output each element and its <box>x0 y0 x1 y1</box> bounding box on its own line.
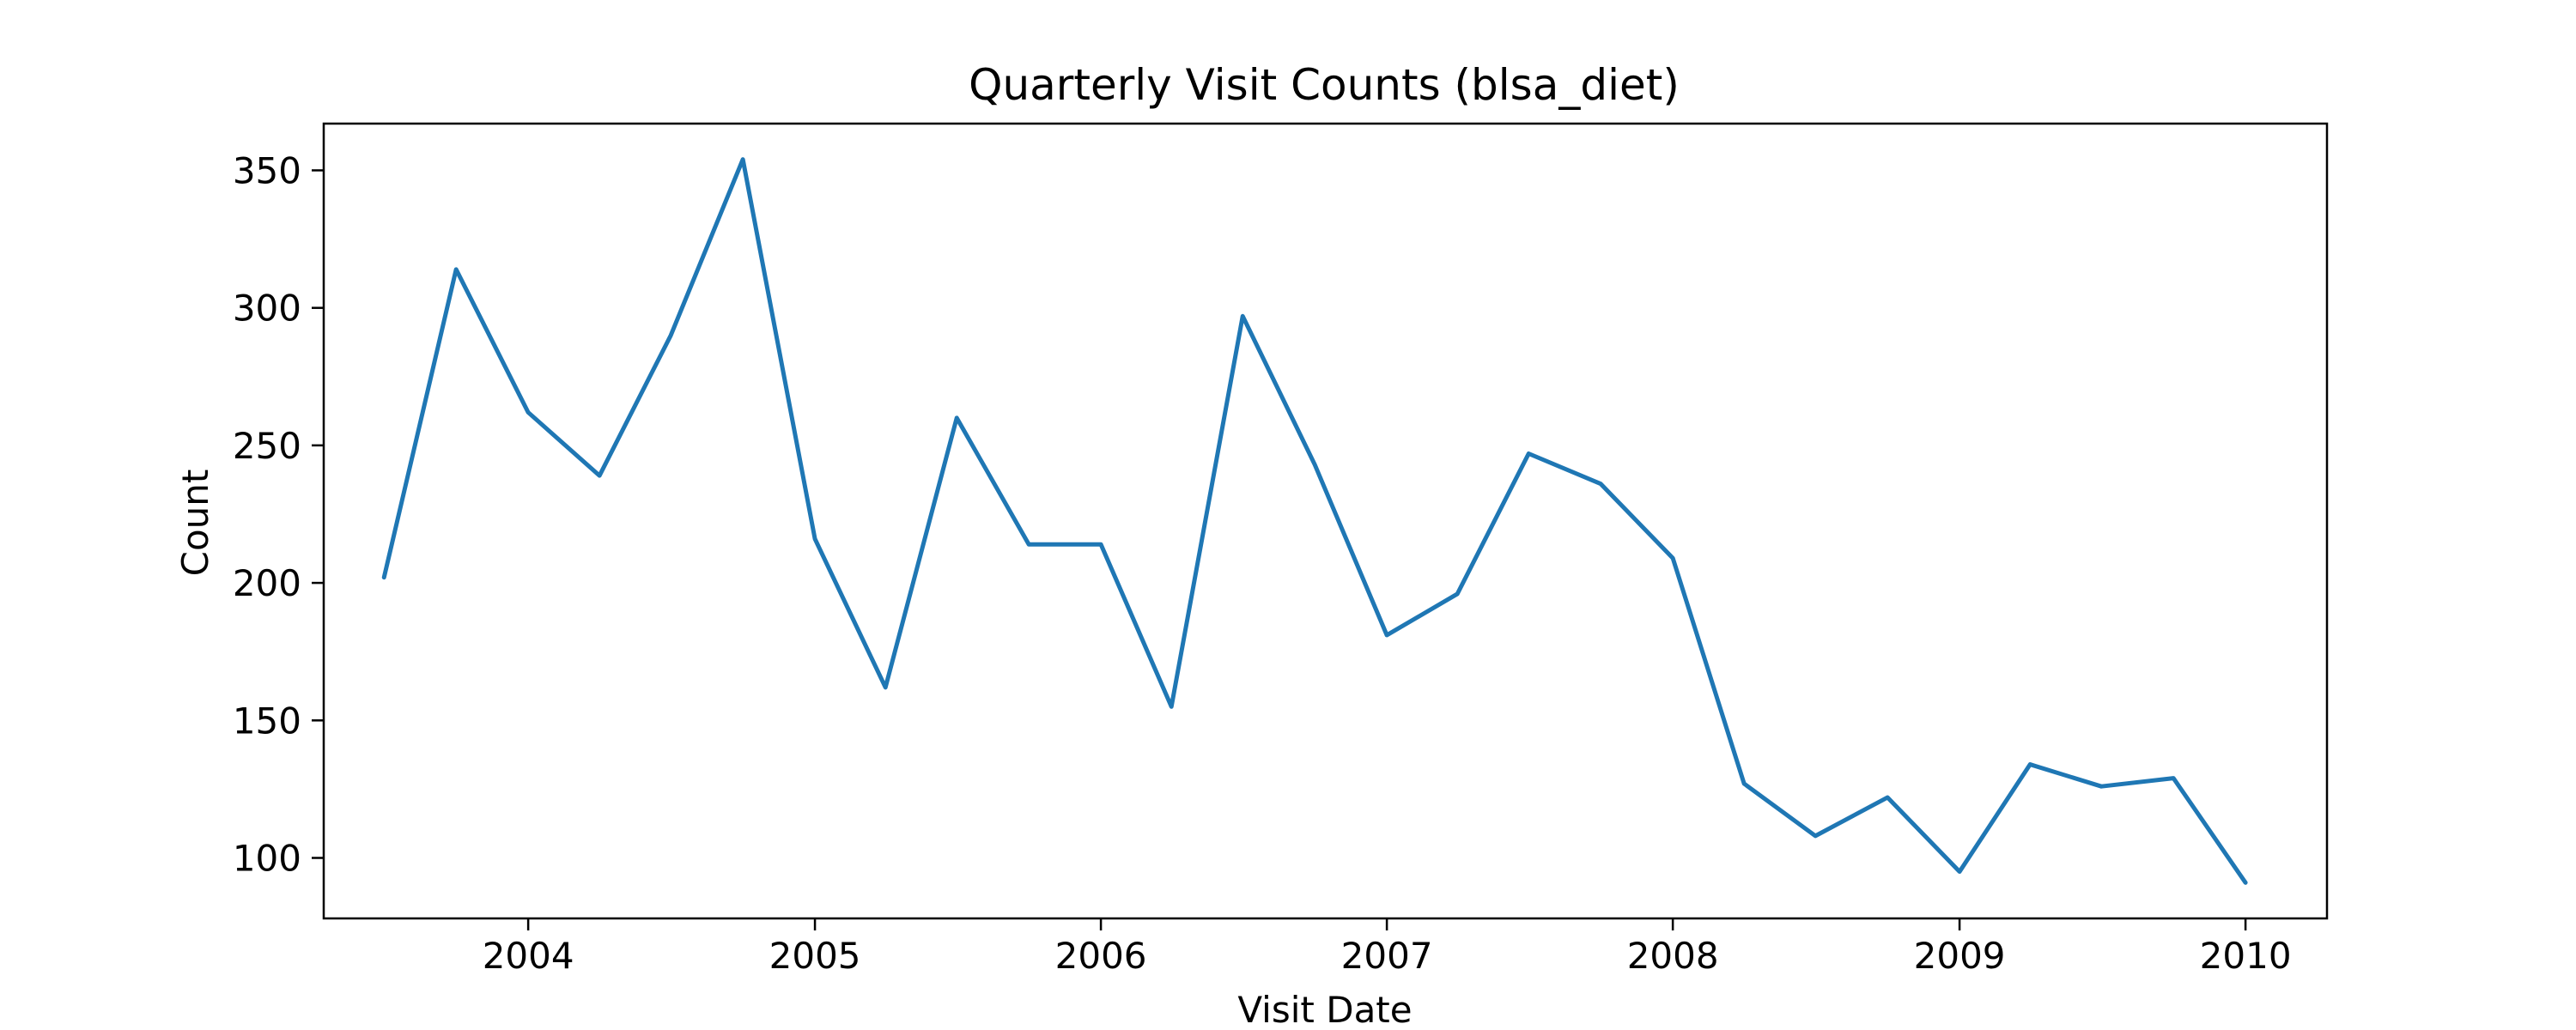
y-tick-label: 350 <box>233 149 301 191</box>
x-tick-label: 2008 <box>1627 935 1719 977</box>
x-tick-label: 2004 <box>483 935 574 977</box>
y-tick-label: 100 <box>233 838 301 880</box>
y-axis-title: Count <box>174 470 216 577</box>
x-tick-label: 2009 <box>1914 935 2006 977</box>
x-axis-title: Visit Date <box>1237 989 1412 1030</box>
series-line <box>381 157 2248 885</box>
y-tick-label: 250 <box>233 425 301 467</box>
x-tick-label: 2010 <box>2200 935 2292 977</box>
plot-area-frame <box>322 122 2329 920</box>
y-tick-label: 300 <box>233 288 301 330</box>
y-tick-label: 150 <box>233 700 301 742</box>
x-tick-label: 2007 <box>1341 935 1433 977</box>
chart-title: Quarterly Visit Counts (blsa_diet) <box>969 60 1680 110</box>
tick-layer: 2004 2005 2006 2007 2008 2009 2010 100 150 200 250… <box>233 149 2292 977</box>
x-tick-label: 2005 <box>769 935 861 977</box>
x-tick-label: 2006 <box>1055 935 1147 977</box>
y-tick-label: 200 <box>233 562 301 604</box>
